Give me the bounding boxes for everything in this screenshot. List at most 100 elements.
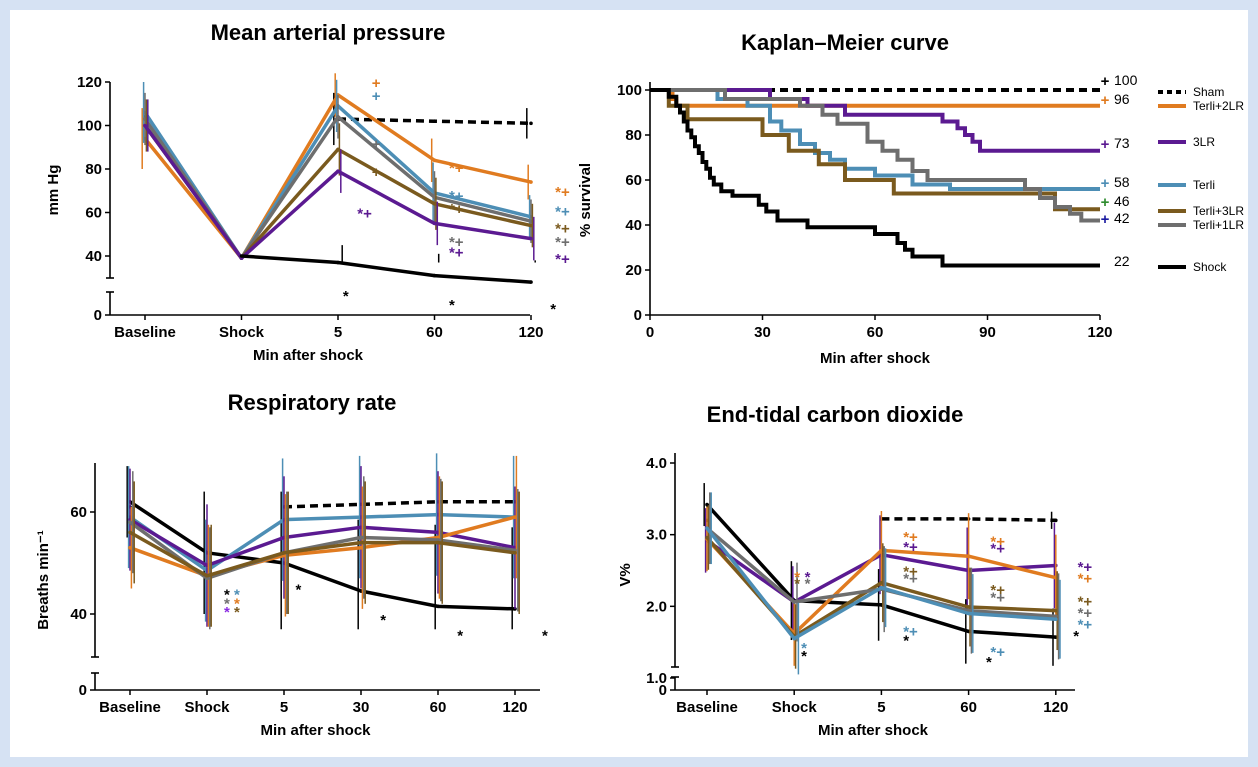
map-ytick-label: 0 — [94, 307, 102, 324]
etco2-significance-mark: * — [1073, 628, 1079, 645]
figure-canvas: Mean arterial pressure 0 40 60 80 100 120 Basel… — [35, 20, 1244, 739]
etco2-significance-mark: *+ — [990, 589, 1005, 606]
km-title: Kaplan–Meier curve — [741, 30, 949, 55]
km-ytick-label: 100 — [617, 82, 642, 99]
km-axes — [645, 82, 1101, 320]
map-xtick-label: 5 — [334, 324, 342, 341]
etco2-data-point — [705, 526, 709, 531]
rr-data-point — [436, 604, 440, 609]
rr-significance-mark: * — [224, 604, 230, 621]
km-xtick-label: 90 — [979, 324, 996, 341]
map-xtick-label: Baseline — [114, 324, 176, 341]
km-censor-mark: + — [1101, 92, 1110, 109]
km-survival-line — [650, 88, 1100, 223]
map-title: Mean arterial pressure — [211, 20, 446, 45]
rr-data-point — [128, 520, 132, 524]
etco2-data-point — [1054, 617, 1058, 622]
etco2-significance-mark: *+ — [1078, 617, 1093, 634]
map-significance-mark: *+ — [555, 234, 570, 251]
rr-significance-mark: * — [234, 604, 240, 621]
km-ylabel: % survival — [577, 163, 594, 237]
rr-significance-mark: * — [542, 627, 548, 644]
map-data-point — [529, 280, 533, 284]
etco2-significance-mark: * — [801, 640, 807, 657]
map-ytick-label: 80 — [85, 161, 102, 178]
rr-data-point — [128, 545, 132, 550]
rr-xtick-label: 30 — [353, 699, 370, 716]
etco2-xtick-label: Baseline — [676, 699, 738, 716]
km-xtick-label: 0 — [646, 324, 654, 341]
km-legend-label: 3LR — [1193, 135, 1215, 149]
rr-title: Respiratory rate — [228, 390, 397, 415]
etco2-title: End-tidal carbon dioxide — [707, 402, 964, 427]
etco2-significance-mark: * — [794, 569, 800, 586]
etco2-xtick-label: Shock — [772, 699, 818, 716]
etco2-series-terli — [705, 492, 1061, 675]
km-ytick-label: 60 — [625, 172, 642, 189]
etco2-significance-mark: *+ — [990, 541, 1005, 558]
etco2-significance-mark: *+ — [903, 539, 918, 556]
km-series-terli-3lr — [650, 88, 1186, 213]
rr-series-line — [129, 512, 516, 573]
rr-data-point — [436, 540, 440, 545]
etco2-ylabel: V% — [617, 563, 634, 586]
map-significance-mark: + — [372, 88, 381, 105]
map-significance-mark: * — [550, 301, 556, 318]
map-ytick-label: 40 — [85, 248, 102, 265]
rr-data-point — [282, 551, 286, 555]
map-significance-mark: *+ — [449, 245, 464, 262]
etco2-series-line — [881, 517, 1056, 523]
map-ytick-label: 60 — [85, 205, 102, 222]
km-legend-label: Terli+2LR — [1193, 99, 1244, 113]
map-significance-mark: *+ — [555, 203, 570, 220]
etco2-data-point — [879, 585, 884, 590]
etco2-significance-mark: * — [794, 576, 800, 593]
map-series-line — [143, 124, 532, 260]
etco2-significance-mark: *+ — [903, 529, 918, 546]
map-xlabel: Min after shock — [253, 347, 364, 364]
map-xtick-label: 60 — [426, 324, 443, 341]
km-censor-mark: + — [1101, 73, 1110, 90]
map-data-point — [432, 221, 437, 226]
rr-ytick-label: 0 — [79, 682, 87, 699]
map-data-point — [529, 223, 533, 228]
map-series-shock — [239, 245, 536, 284]
km-legend-label: Shock — [1193, 260, 1227, 274]
km-censor-mark: + — [1101, 194, 1110, 211]
map-xtick-label: Shock — [219, 324, 265, 341]
map-significance-mark: * — [343, 288, 349, 305]
rr-xtick-label: Shock — [184, 699, 230, 716]
etco2-significance-mark: *+ — [1078, 571, 1093, 588]
map-data-point — [432, 158, 437, 163]
rr-significance-mark: * — [380, 612, 386, 629]
km-xtick-label: 60 — [867, 324, 884, 341]
rr-significance-mark: * — [224, 595, 230, 612]
rr-axes — [90, 463, 540, 695]
km-ytick-label: 40 — [625, 217, 642, 234]
km-ytick-label: 0 — [634, 307, 642, 324]
map-data-point — [432, 202, 437, 206]
rr-significance-mark: * — [234, 587, 240, 604]
km-censor-mark: + — [1101, 211, 1110, 228]
etco2-ytick-label: 2.0 — [646, 598, 667, 615]
map-significance-mark: *+ — [449, 201, 464, 218]
etco2-significance-mark: * — [801, 648, 807, 665]
etco2-significance-mark: *+ — [990, 582, 1005, 599]
rr-data-point — [359, 540, 363, 545]
rr-series-line — [129, 515, 516, 578]
map-axes — [105, 81, 532, 320]
etco2-significance-mark: *+ — [903, 624, 918, 641]
etco2-significance-mark: *+ — [990, 533, 1005, 550]
rr-series-sham — [128, 500, 517, 509]
map-significance-mark: *+ — [555, 221, 570, 238]
rr-data-point — [128, 530, 132, 535]
map-series-3lr — [143, 99, 535, 261]
map-data-point — [529, 121, 533, 126]
map-data-point — [529, 236, 533, 241]
map-significance-mark: * — [449, 297, 455, 314]
rr-ytick-label: 40 — [70, 606, 87, 623]
km-xtick-label: 30 — [754, 324, 771, 341]
rr-series-line — [129, 500, 516, 611]
km-survival-line — [650, 88, 1100, 191]
rr-significance-mark: * — [234, 595, 240, 612]
